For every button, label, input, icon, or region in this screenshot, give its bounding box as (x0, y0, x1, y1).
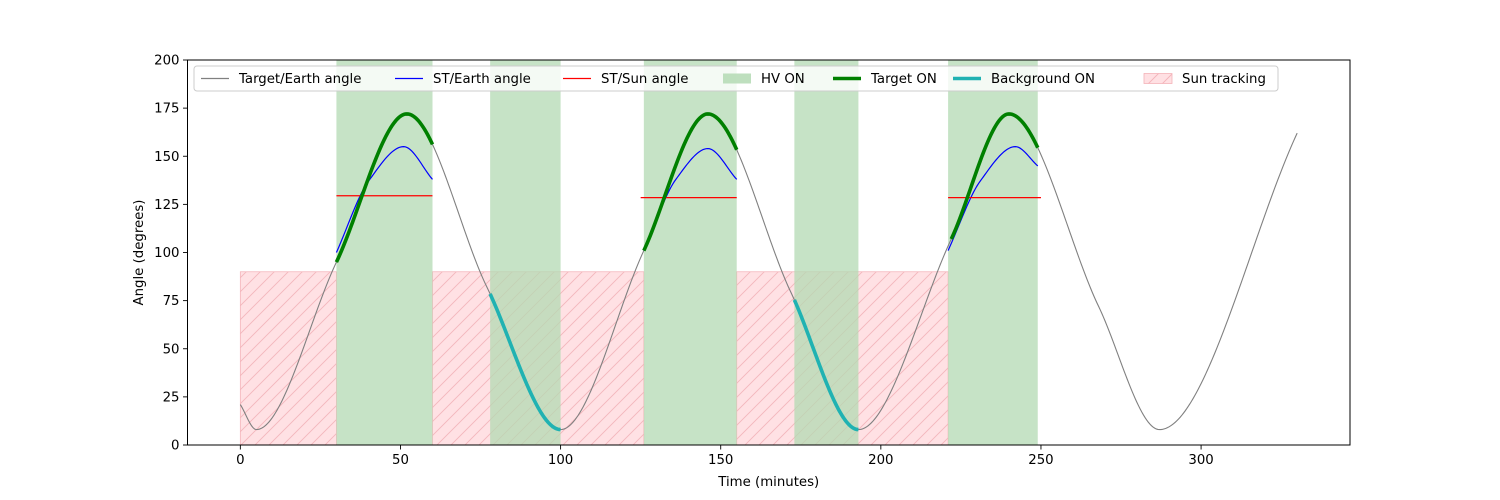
legend: Target/Earth angle ST/Earth angle ST/Sun a… (193, 65, 1279, 92)
y-tick-label: 50 (163, 342, 180, 357)
x-tick-label: 50 (392, 453, 409, 468)
legend-swatch (723, 73, 751, 84)
x-tick-label: 300 (1188, 453, 1213, 468)
hv-on-span (490, 60, 561, 445)
y-tick-label: 100 (154, 246, 179, 261)
y-tick-label: 175 (154, 102, 179, 117)
series-target-on (949, 112, 1040, 240)
legend-item: Sun tracking (1143, 72, 1266, 87)
x-tick-label: 200 (868, 453, 893, 468)
y-tick-label: 150 (154, 150, 179, 165)
series-background-on (792, 299, 859, 432)
legend-label: Background ON (991, 72, 1095, 87)
y-tick-label: 25 (163, 390, 180, 405)
legend-item: ST/Sun angle (563, 72, 688, 87)
x-tick-label: 100 (548, 453, 573, 468)
series-st-earth-angle (947, 146, 1039, 251)
plot-area (239, 60, 1298, 446)
legend-label: Target ON (870, 72, 937, 87)
legend-label: Target/Earth angle (238, 72, 361, 87)
y-axis-label: Angle (degrees) (132, 200, 147, 306)
legend-item: Target/Earth angle (201, 72, 361, 87)
x-tick-label: 250 (1028, 453, 1053, 468)
hv-on-span (948, 60, 1038, 445)
legend-label: HV ON (761, 72, 805, 87)
y-tick-label: 125 (154, 198, 179, 213)
x-tick-label: 0 (236, 453, 244, 468)
legend-item: HV ON (723, 72, 805, 87)
hv-on-span (643, 60, 737, 445)
series-target-on (642, 112, 739, 252)
legend-label: ST/Earth angle (433, 72, 531, 87)
series-background-on (488, 293, 561, 432)
y-tick-label: 75 (163, 294, 180, 309)
legend-swatch (1143, 73, 1173, 84)
legend-item: ST/Earth angle (395, 72, 531, 87)
legend-label: Sun tracking (1182, 72, 1266, 87)
x-axis-label: Time (minutes) (717, 475, 819, 490)
legend-label: ST/Sun angle (601, 72, 688, 87)
y-axis: 0 25 50 75 100 125 150 175 200 (154, 54, 188, 454)
y-tick-label: 0 (171, 439, 179, 454)
x-axis: 0 50 100 150 200 250 300 (236, 445, 1214, 468)
y-tick-label: 200 (154, 54, 179, 69)
legend-item: Background ON (953, 72, 1095, 87)
series-st-earth-angle (335, 146, 433, 253)
hv-on-span (336, 60, 433, 445)
series-target-on (334, 112, 435, 263)
x-tick-label: 150 (708, 453, 733, 468)
legend-item: Target ON (833, 72, 937, 87)
